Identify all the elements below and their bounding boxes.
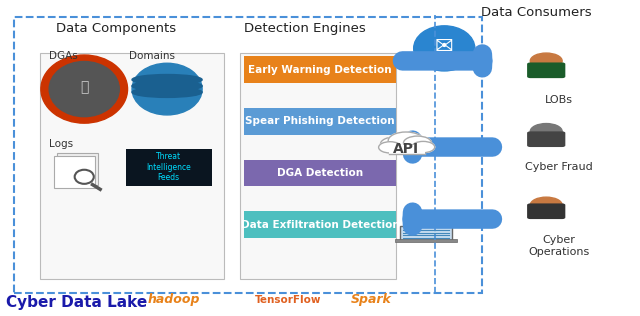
Ellipse shape <box>413 26 475 71</box>
FancyBboxPatch shape <box>527 131 565 147</box>
Bar <box>14 17 483 293</box>
Bar <box>244 160 396 186</box>
Text: Spear Phishing Detection: Spear Phishing Detection <box>245 116 395 126</box>
Bar <box>389 144 425 154</box>
Text: 👤: 👤 <box>80 81 88 94</box>
Text: Spark: Spark <box>351 293 392 306</box>
Bar <box>40 53 225 279</box>
Ellipse shape <box>132 87 202 97</box>
Text: Data Consumers: Data Consumers <box>481 6 592 19</box>
Text: Data Exfiltration Detection: Data Exfiltration Detection <box>241 220 399 229</box>
Text: Cyber Fraud: Cyber Fraud <box>525 162 593 173</box>
Circle shape <box>412 141 435 153</box>
FancyBboxPatch shape <box>527 204 565 219</box>
Circle shape <box>531 124 562 139</box>
Text: LOBs: LOBs <box>545 95 573 105</box>
Ellipse shape <box>41 55 127 123</box>
Text: Early Warning Detection: Early Warning Detection <box>248 64 392 75</box>
Text: TensorFlow: TensorFlow <box>255 295 321 305</box>
Circle shape <box>388 132 424 149</box>
Bar <box>244 108 396 135</box>
Text: ✉: ✉ <box>435 37 454 57</box>
Text: Domains: Domains <box>129 51 175 61</box>
Bar <box>394 239 457 242</box>
Circle shape <box>379 142 401 153</box>
Text: Data Components: Data Components <box>56 21 175 34</box>
Bar <box>244 56 396 83</box>
Text: DGA Detection: DGA Detection <box>277 168 363 178</box>
Ellipse shape <box>132 81 202 91</box>
Bar <box>57 153 99 185</box>
Bar <box>54 156 95 188</box>
Text: API: API <box>393 142 419 155</box>
Circle shape <box>531 197 562 213</box>
Bar <box>125 149 212 186</box>
Text: Cyber
Operations: Cyber Operations <box>529 235 589 257</box>
Text: Threat
Intelligence
Feeds: Threat Intelligence Feeds <box>147 153 191 182</box>
Circle shape <box>403 136 431 150</box>
Bar <box>241 53 396 279</box>
Text: Logs: Logs <box>49 139 74 149</box>
Text: DGAs: DGAs <box>49 51 78 61</box>
Ellipse shape <box>49 62 119 117</box>
Text: Detection Engines: Detection Engines <box>244 21 365 34</box>
Bar <box>244 211 396 238</box>
Ellipse shape <box>132 75 202 85</box>
Text: Cyber Data Lake: Cyber Data Lake <box>6 295 148 310</box>
Circle shape <box>381 137 408 151</box>
Circle shape <box>531 53 562 69</box>
Bar <box>399 226 452 240</box>
Text: hadoop: hadoop <box>147 293 200 306</box>
FancyBboxPatch shape <box>527 63 565 78</box>
Ellipse shape <box>132 63 202 115</box>
